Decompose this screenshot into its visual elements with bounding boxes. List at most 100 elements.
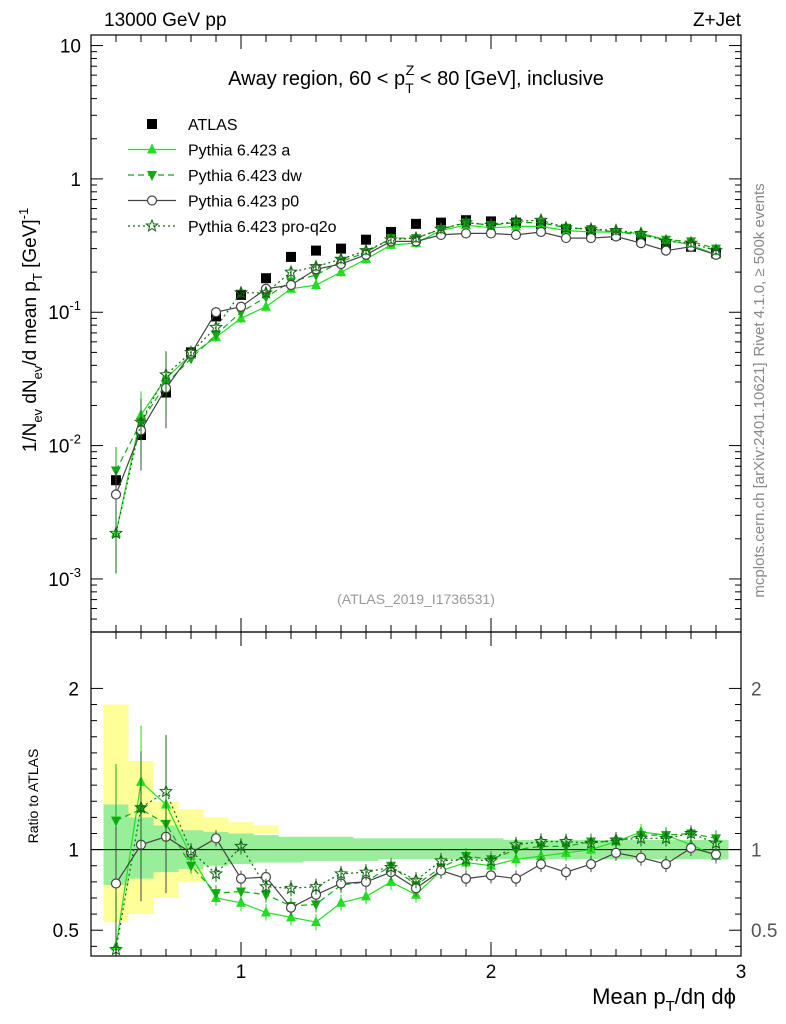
ratio-point-pythia-6-423-a — [311, 916, 321, 927]
legend-label-pythia-6-423-dw: Pythia 6.423 dw — [188, 168, 302, 185]
ratio-frame — [90, 631, 742, 957]
ratio-point-pythia-6-423-p0 — [510, 873, 522, 884]
ratio-point-pythia-6-423-pro-q2o — [259, 879, 273, 893]
ratio-point-pythia-6-423-a — [286, 911, 296, 922]
data-point-pythia-6-423-p0 — [460, 228, 472, 239]
ratio-point-pythia-6-423-dw — [211, 889, 221, 900]
data-point-pythia-6-423-pro-q2o — [634, 226, 648, 240]
ratio-tick-label: 1 — [68, 841, 79, 862]
ratio-band-green — [403, 838, 429, 860]
data-point-pythia-6-423-pro-q2o — [434, 221, 448, 236]
data-point-pythia-6-423-pro-q2o — [484, 217, 498, 232]
ratio-tick-label: 2 — [68, 679, 79, 700]
ratio-point-pythia-6-423-p0 — [535, 859, 547, 870]
ratio-band-yellow — [253, 825, 279, 834]
y-tick-label: 10-1 — [48, 298, 81, 324]
data-point-pythia-6-423-pro-q2o — [259, 285, 273, 299]
ratio-point-pythia-6-423-pro-q2o — [184, 843, 198, 858]
data-point-pythia-6-423-p0 — [560, 232, 572, 244]
data-point-pythia-6-423-pro-q2o — [109, 525, 123, 540]
data-point-pythia-6-423-p0 — [110, 489, 122, 500]
data-point-pythia-6-423-p0 — [535, 226, 547, 238]
ratio-point-pythia-6-423-p0 — [635, 852, 647, 863]
ratio-point-pythia-6-423-dw — [261, 890, 271, 901]
data-point-pythia-6-423-pro-q2o — [384, 232, 398, 246]
ratio-point-pythia-6-423-p0 — [485, 870, 497, 881]
data-point-pythia-6-423-pro-q2o — [459, 215, 473, 229]
ratio-point-pythia-6-423-pro-q2o — [609, 832, 623, 846]
data-point-pythia-6-423-pro-q2o — [359, 243, 373, 257]
ratio-band-green — [328, 836, 354, 861]
ratio-point-pythia-6-423-pro-q2o — [134, 800, 148, 814]
ratio-point-pythia-6-423-pro-q2o — [459, 851, 473, 866]
ratio-point-pythia-6-423-pro-q2o — [584, 835, 598, 850]
data-point-pythia-6-423-p0 — [510, 229, 522, 241]
data-point-pythia-6-423-pro-q2o — [134, 414, 148, 429]
ratio-point-pythia-6-423-pro-q2o — [484, 853, 498, 867]
data-point-pythia-6-423-a — [261, 300, 271, 311]
data-point-pythia-6-423-pro-q2o — [234, 285, 248, 299]
ratio-band-green — [253, 835, 279, 863]
ratio-point-pythia-6-423-pro-q2o — [359, 864, 373, 879]
ratio-point-pythia-6-423-pro-q2o — [209, 866, 223, 880]
ratio-y-label: Ratio to ATLAS — [25, 749, 41, 844]
legend-marker-pythia-6-423-dw — [147, 171, 157, 181]
ratio-point-pythia-6-423-a — [336, 896, 346, 907]
data-point-atlas — [311, 245, 321, 256]
ratio-point-pythia-6-423-p0 — [560, 867, 572, 878]
legend-marker-pythia-6-423-p0 — [146, 195, 158, 206]
ratio-point-pythia-6-423-a — [361, 890, 371, 901]
ratio-tick-label-right: 1 — [751, 841, 762, 862]
legend: ATLAS Pythia 6.423 a Pythia 6.423 dw Pythia… — [128, 117, 337, 236]
series-line-pythia-6-423-dw — [115, 221, 717, 471]
ratio-point-pythia-6-423-pro-q2o — [659, 830, 673, 845]
ratio-point-pythia-6-423-pro-q2o — [284, 880, 298, 895]
data-point-pythia-6-423-dw — [211, 330, 221, 341]
analysis-id: (ATLAS_2019_I1736531) — [337, 591, 495, 607]
ratio-point-pythia-6-423-pro-q2o — [334, 866, 348, 880]
plot-title: Away region, 60 < pTZ < 80 [GeV], inclus… — [228, 62, 604, 96]
ratio-point-pythia-6-423-a — [236, 896, 246, 907]
x-tick-label: 2 — [486, 962, 497, 983]
data-point-pythia-6-423-pro-q2o — [309, 259, 323, 273]
ratio-point-pythia-6-423-p0 — [235, 873, 247, 884]
data-point-pythia-6-423-pro-q2o — [284, 264, 298, 279]
ratio-point-pythia-6-423-a — [536, 850, 546, 861]
data-point-pythia-6-423-pro-q2o — [684, 235, 698, 250]
data-point-atlas — [286, 251, 296, 262]
ratio-band-green — [378, 838, 404, 860]
data-point-pythia-6-423-pro-q2o — [409, 230, 423, 244]
ratio-point-pythia-6-423-p0 — [110, 878, 122, 889]
data-point-atlas — [336, 243, 346, 254]
data-point-pythia-6-423-pro-q2o — [184, 345, 198, 359]
y-tick-label: 10-3 — [48, 565, 81, 591]
ratio-point-pythia-6-423-pro-q2o — [559, 834, 573, 848]
data-point-pythia-6-423-a — [336, 266, 346, 277]
data-point-atlas — [361, 234, 371, 245]
ratio-band-green — [428, 838, 454, 860]
header-left: 13000 GeV pp — [104, 10, 227, 31]
legend-marker-pythia-6-423-pro-q2o — [145, 218, 159, 233]
ratio-point-pythia-6-423-p0 — [210, 833, 222, 844]
x-tick-label: 3 — [736, 962, 747, 983]
data-point-atlas — [386, 226, 396, 237]
ratio-point-pythia-6-423-p0 — [660, 859, 672, 870]
ratio-point-pythia-6-423-p0 — [685, 842, 697, 854]
data-point-pythia-6-423-pro-q2o — [559, 220, 573, 234]
x-axis-label: Mean pT/dη dϕ — [592, 984, 736, 1015]
x-tick-label: 1 — [236, 962, 247, 983]
ratio-point-pythia-6-423-p0 — [610, 847, 622, 858]
legend-label-pythia-6-423-p0: Pythia 6.423 p0 — [188, 194, 299, 211]
y-tick-label: 10 — [60, 37, 81, 58]
legend-marker-pythia-6-423-a — [147, 143, 157, 154]
ratio-point-pythia-6-423-pro-q2o — [534, 834, 548, 848]
ratio-panel: 1 2 30.5 0.51 12 2 — [53, 631, 777, 983]
series-line-pythia-6-423-a — [115, 224, 717, 534]
series-line-pythia-6-423-pro-q2o — [115, 219, 717, 534]
ratio-band-green — [478, 838, 504, 860]
y-tick-label: 1 — [70, 170, 81, 191]
legend-label-pythia-6-423-a: Pythia 6.423 a — [188, 143, 290, 160]
data-point-pythia-6-423-p0 — [585, 232, 597, 244]
data-point-pythia-6-423-p0 — [660, 245, 672, 256]
